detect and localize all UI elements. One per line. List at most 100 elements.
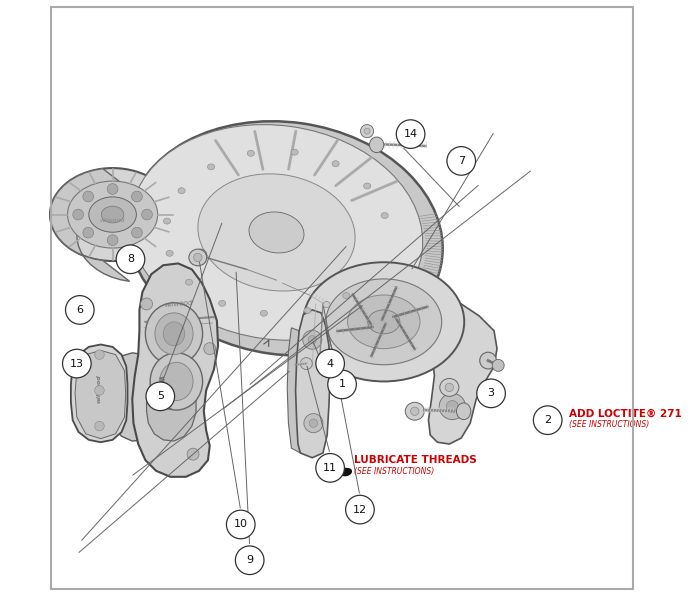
Ellipse shape [326,279,442,365]
Ellipse shape [300,358,312,370]
Ellipse shape [160,362,193,401]
Ellipse shape [480,352,496,369]
Text: 11: 11 [323,463,337,473]
Ellipse shape [83,227,94,238]
Ellipse shape [308,336,316,344]
Ellipse shape [381,213,388,219]
Circle shape [66,296,94,324]
Ellipse shape [370,137,384,153]
Text: LUBRICATE THREADS: LUBRICATE THREADS [354,455,477,465]
Ellipse shape [445,383,454,392]
Circle shape [447,147,475,175]
Text: wilwood: wilwood [100,218,125,223]
Text: 5: 5 [157,392,164,401]
Ellipse shape [204,343,216,355]
Circle shape [116,245,145,274]
Text: 6: 6 [76,305,83,315]
Text: wilwood: wilwood [97,374,102,403]
Ellipse shape [163,322,185,346]
Text: 9: 9 [246,555,253,565]
Circle shape [396,120,425,148]
Polygon shape [295,310,330,458]
Ellipse shape [368,310,400,334]
Ellipse shape [132,227,142,238]
Text: 7: 7 [458,156,465,166]
Ellipse shape [447,401,459,412]
Circle shape [328,370,356,399]
Polygon shape [75,350,126,439]
Ellipse shape [102,206,124,223]
Ellipse shape [141,209,153,220]
Ellipse shape [405,402,424,420]
Ellipse shape [187,448,199,460]
Ellipse shape [360,125,374,138]
Ellipse shape [186,280,192,285]
Ellipse shape [155,313,193,355]
Ellipse shape [107,235,118,246]
Ellipse shape [195,249,206,261]
Ellipse shape [128,121,442,356]
Circle shape [226,510,255,539]
Ellipse shape [363,183,371,189]
Text: 10: 10 [234,520,248,529]
Ellipse shape [303,262,464,381]
Text: 13: 13 [70,359,84,368]
Ellipse shape [302,330,322,349]
Polygon shape [339,468,351,476]
Ellipse shape [163,218,171,224]
Circle shape [316,454,344,482]
Polygon shape [146,371,196,441]
Ellipse shape [456,403,471,420]
Text: wilwood: wilwood [164,300,193,308]
Ellipse shape [107,184,118,194]
Circle shape [235,546,264,575]
Circle shape [346,495,375,524]
Text: 1: 1 [339,380,346,389]
Ellipse shape [146,303,202,365]
Ellipse shape [94,421,104,431]
Ellipse shape [323,302,330,308]
Ellipse shape [291,149,298,155]
Ellipse shape [364,128,370,134]
Ellipse shape [141,298,153,310]
Ellipse shape [309,419,318,427]
Text: 2: 2 [544,415,551,425]
Text: ADD LOCTITE® 271: ADD LOCTITE® 271 [568,408,681,418]
Ellipse shape [94,386,104,395]
Circle shape [533,406,562,434]
Ellipse shape [304,414,323,433]
Ellipse shape [166,250,173,256]
Ellipse shape [207,164,215,170]
Text: (SEE INSTRUCTIONS): (SEE INSTRUCTIONS) [568,420,649,429]
Ellipse shape [73,209,83,220]
Ellipse shape [150,353,202,410]
Ellipse shape [247,150,254,156]
Ellipse shape [218,300,225,306]
Text: 8: 8 [127,254,134,264]
Ellipse shape [440,378,459,396]
Text: (SEE INSTRUCTIONS): (SEE INSTRUCTIONS) [354,467,434,476]
Ellipse shape [304,308,311,313]
Ellipse shape [194,253,202,262]
Polygon shape [428,292,497,444]
Circle shape [477,379,505,408]
Ellipse shape [198,174,355,291]
Ellipse shape [332,161,339,167]
Ellipse shape [439,393,466,420]
Text: 12: 12 [353,505,367,514]
Ellipse shape [132,191,142,202]
Ellipse shape [189,249,206,266]
Text: 14: 14 [403,129,418,139]
Circle shape [316,349,344,378]
Ellipse shape [260,311,267,316]
Ellipse shape [348,295,420,349]
Polygon shape [110,353,158,441]
Polygon shape [71,344,127,442]
Ellipse shape [411,407,419,415]
Ellipse shape [178,188,186,194]
Ellipse shape [249,212,304,253]
Circle shape [62,349,91,378]
Ellipse shape [94,350,104,359]
Ellipse shape [83,191,94,202]
Ellipse shape [130,125,423,340]
